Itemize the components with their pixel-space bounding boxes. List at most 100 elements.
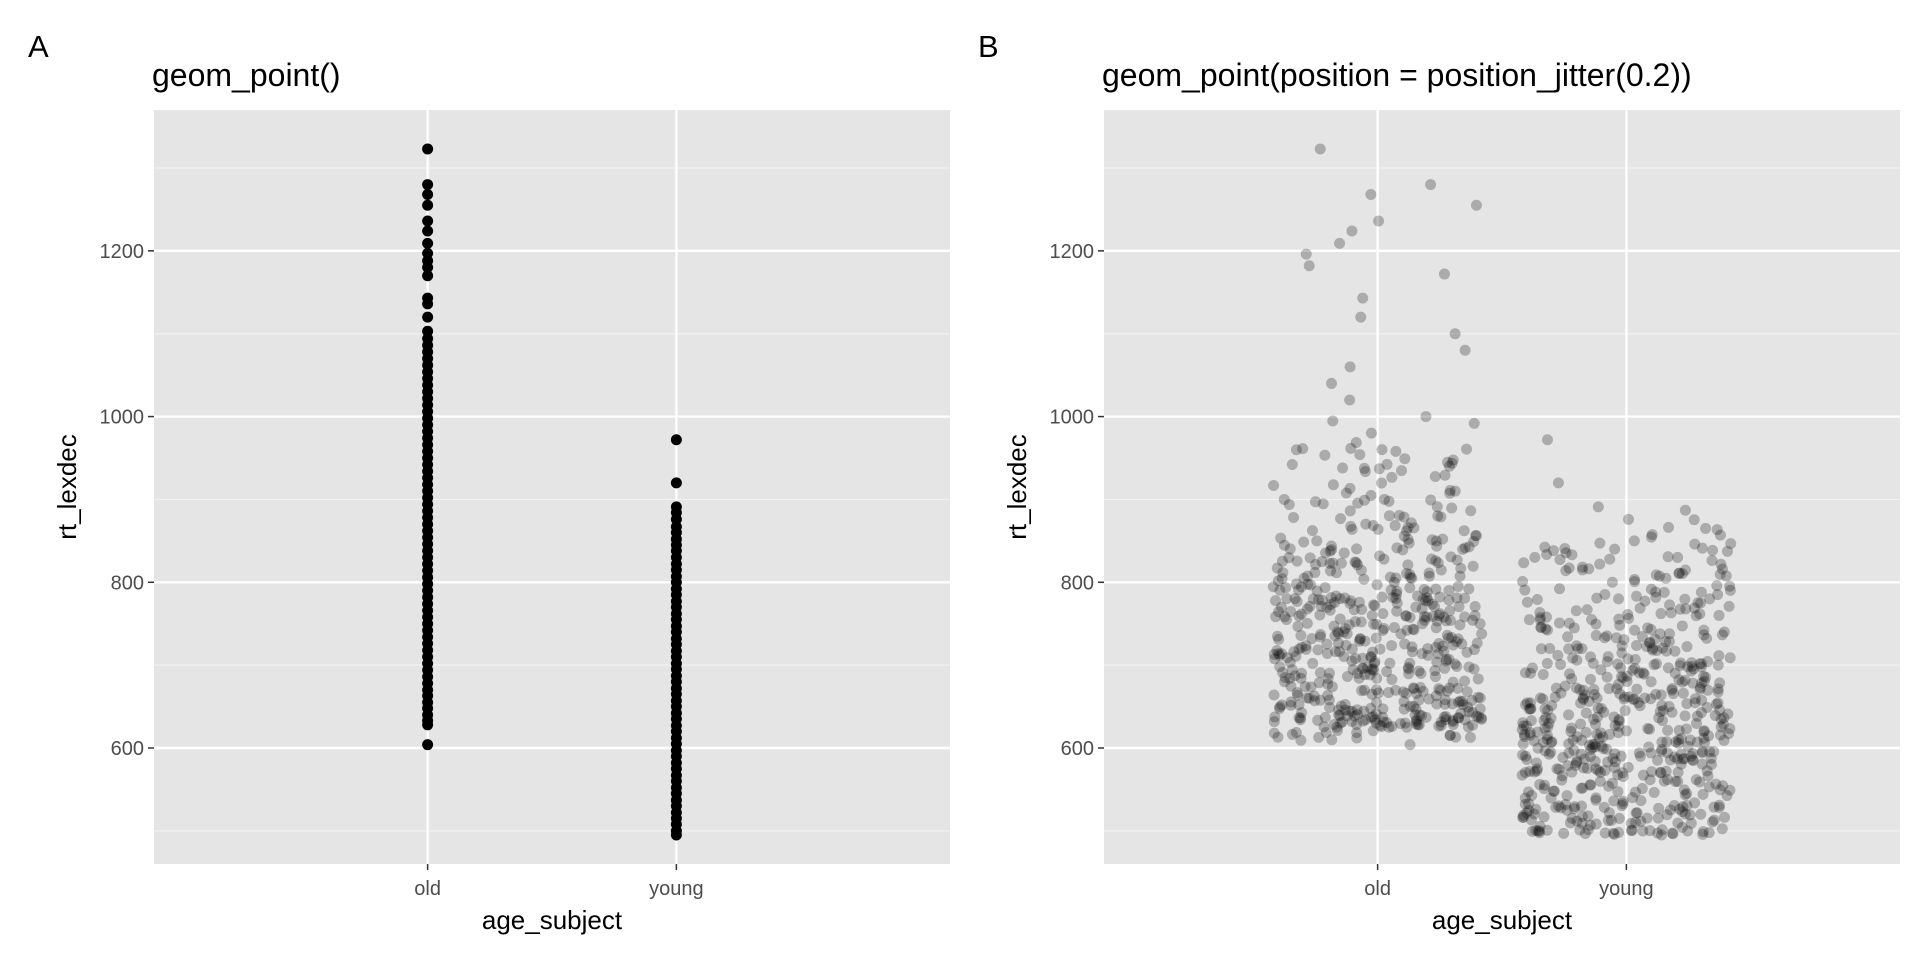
data-point [1397,686,1409,698]
data-point [1650,586,1662,598]
data-point [1609,762,1621,774]
data-point [1681,799,1693,811]
data-point [1407,623,1419,635]
data-point [1385,584,1397,596]
data-point [1333,704,1345,716]
data-point [1613,812,1625,824]
data-point [1268,480,1280,492]
data-point [1651,644,1663,656]
data-point [1388,621,1400,633]
data-point [1316,594,1328,606]
data-point [1530,824,1542,836]
data-point [1366,688,1378,700]
data-point [1472,691,1484,703]
data-point [1408,683,1420,695]
data-point [1566,812,1578,824]
data-point [1636,630,1648,642]
data-point [1377,711,1389,723]
data-point [1402,533,1414,545]
data-point [1576,561,1588,573]
data-point [1450,731,1462,743]
data-point [1602,815,1614,827]
data-point [1518,720,1530,732]
data-point [1607,827,1619,839]
data-point [1346,715,1358,727]
data-point [1381,458,1393,470]
data-point [1343,619,1355,631]
data-point [1369,600,1381,612]
data-point [1387,591,1399,603]
data-point [1403,668,1415,680]
data-point [1569,759,1581,771]
data-point [1525,703,1537,715]
plot-background [154,110,950,864]
data-point [1302,578,1314,590]
data-point [1612,727,1624,739]
data-point [1713,650,1725,662]
data-point [1413,694,1425,706]
data-point [1541,657,1553,669]
data-point [1368,657,1380,669]
data-point [1650,591,1662,603]
data-point [1473,711,1485,723]
data-point [1613,613,1625,625]
data-point [1461,686,1473,698]
data-point [1416,648,1428,660]
data-point [1542,721,1554,733]
data-point [1297,443,1309,455]
data-point [1576,564,1588,576]
data-point [1539,541,1551,553]
data-point [1576,734,1588,746]
data-point [1275,532,1287,544]
data-point [1581,604,1593,616]
data-point [1383,495,1395,507]
data-point [1554,583,1566,595]
data-point [1440,710,1452,722]
data-point [1350,652,1362,664]
data-point [1384,571,1396,583]
data-point [1575,782,1587,794]
data-point [1563,643,1575,655]
data-point [1278,539,1290,551]
data-point [1360,518,1372,530]
data-point [1446,457,1458,469]
data-point [422,143,434,155]
data-point [1534,779,1546,791]
data-point [1613,720,1625,732]
data-point [1676,676,1688,688]
data-point [1368,665,1380,677]
data-point [1519,766,1531,778]
data-point [1537,736,1549,748]
data-point [1656,745,1668,757]
data-point [1617,798,1629,810]
data-point [1679,710,1691,722]
data-point [1563,747,1575,759]
data-point [1662,551,1674,563]
data-point [1444,615,1456,627]
data-point [1572,643,1584,655]
data-point [1619,691,1631,703]
data-point [1324,557,1336,569]
data-point [1560,547,1572,559]
data-point [1634,602,1646,614]
data-point [1366,711,1378,723]
data-point [1406,572,1418,584]
data-point [1609,543,1621,555]
data-point [1344,705,1356,717]
data-point [1529,766,1541,778]
data-point [1322,689,1334,701]
data-point [422,739,434,751]
data-point [1439,469,1451,481]
data-point [1668,751,1680,763]
data-point [1299,681,1311,693]
data-point [1372,523,1384,535]
data-point [1612,769,1624,781]
data-point [1367,663,1379,675]
data-point [1461,443,1473,455]
data-point [1585,779,1597,791]
data-point [1597,742,1609,754]
data-point [1576,643,1588,655]
data-point [1341,670,1353,682]
data-point [1592,702,1604,714]
data-point [1467,706,1479,718]
